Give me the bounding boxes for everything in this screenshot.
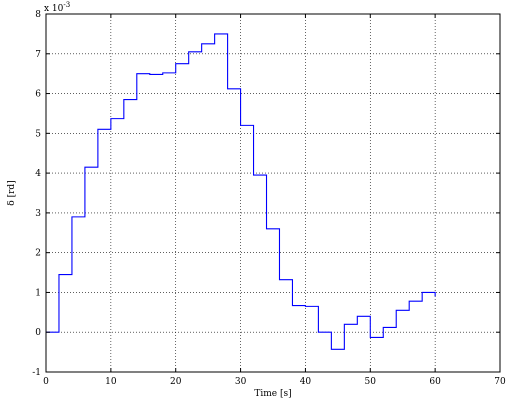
y-tick-label: 7 [35,50,41,60]
plot-frame [45,13,501,373]
y-tick-label: -1 [32,368,41,378]
tick-marks [45,13,501,373]
y-exponent-label: x 10-3 [44,1,70,14]
y-tick-label: 0 [35,328,41,338]
x-tick-labels: 0 10 20 30 40 50 60 70 [43,377,506,387]
y-tick-label: 8 [35,10,41,20]
y-tick-label: 6 [35,90,41,100]
y-tick-label: 2 [35,249,41,259]
y-tick-label: 5 [35,129,41,139]
x-tick-label: 0 [43,377,49,387]
y-tick-labels: -1 0 1 2 3 4 5 6 7 8 [32,10,41,378]
y-tick-label: 1 [35,288,41,298]
y-axis-label: δ [rd] [7,180,17,205]
y-exponent-power: -3 [63,1,70,9]
x-tick-label: 40 [300,377,312,387]
series-line [46,33,436,350]
y-tick-label: 3 [35,209,41,219]
x-tick-label: 10 [105,377,117,387]
x-axis-label: Time [s] [254,389,291,399]
x-tick-label: 70 [494,377,506,387]
x-tick-label: 50 [365,377,377,387]
series-layer [46,33,436,350]
x-tick-label: 60 [429,377,441,387]
x-tick-label: 30 [235,377,247,387]
y-tick-label: 4 [35,169,41,179]
x-tick-label: 20 [170,377,182,387]
plot-background [46,14,500,372]
